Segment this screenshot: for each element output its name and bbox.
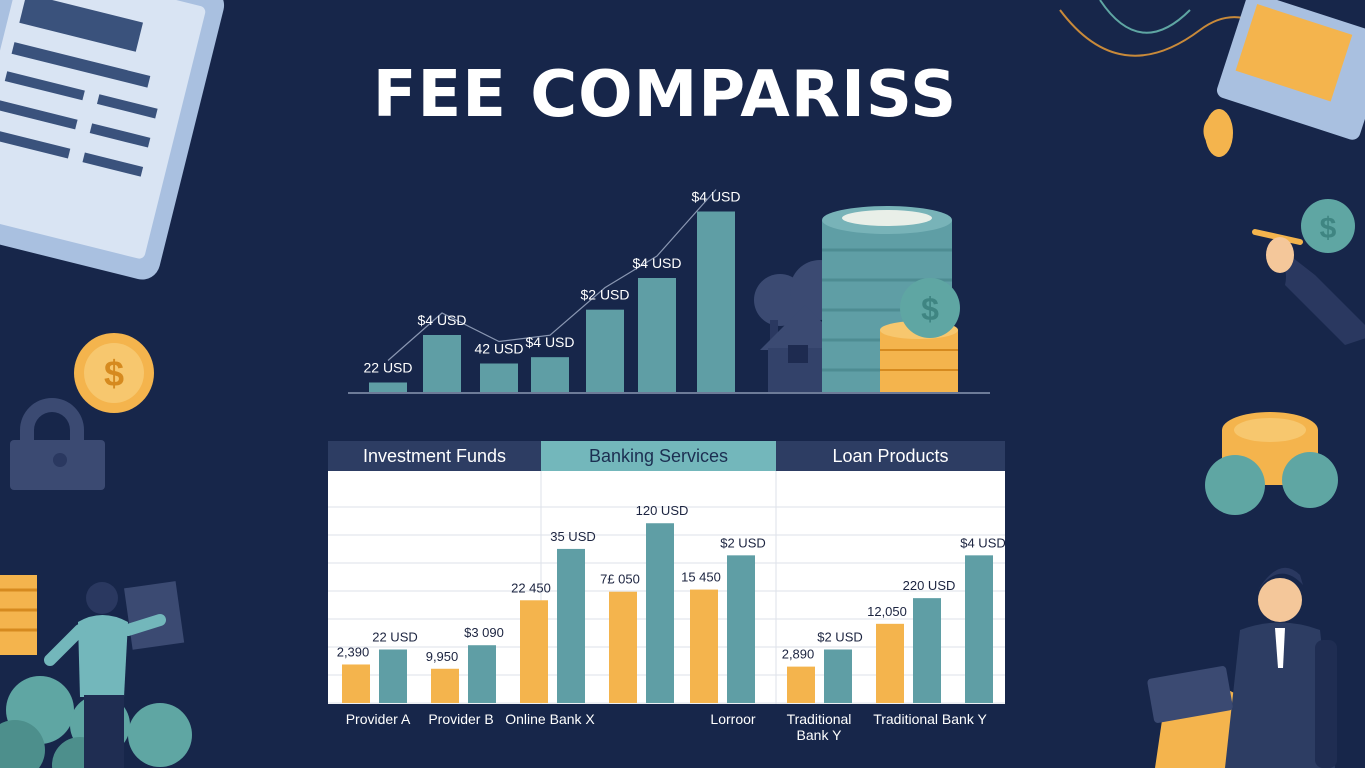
bar-data-label: 12,050: [867, 604, 907, 619]
top-bar: [531, 357, 569, 392]
category-label: Provider A: [345, 711, 411, 727]
category-label: Traditional Bank Y: [873, 711, 987, 727]
bar-yellow: [609, 591, 637, 703]
tab-investment-funds[interactable]: Investment Funds: [328, 441, 541, 471]
coin-stack-icon: $: [822, 206, 960, 392]
businessman-icon: [1147, 567, 1337, 768]
trend-line: [387, 189, 717, 361]
bar-yellow: [342, 664, 370, 703]
category-label: Traditional Bank Y: [786, 711, 852, 743]
page-title: FEE COMPARISS: [372, 58, 958, 132]
bar-teal: [913, 598, 941, 703]
bar-yellow: [876, 623, 904, 703]
tab-loan-products[interactable]: Loan Products: [776, 441, 1005, 471]
bar-data-label: 35 USD: [550, 529, 596, 544]
bar-data-label: $3 090: [464, 625, 504, 640]
top-bar-label: $4 USD: [691, 189, 740, 205]
top-bar-label: 42 USD: [474, 341, 523, 357]
bar-data-label: 120 USD: [636, 503, 689, 518]
top-bar: [480, 363, 518, 392]
dollar-coin-icon: $: [74, 333, 154, 413]
top-bar: [638, 278, 676, 392]
bar-data-label: $2 USD: [817, 630, 863, 645]
tablet-icon: [0, 0, 225, 280]
bar-data-label: 15 450: [681, 570, 721, 585]
bar-teal: [379, 649, 407, 703]
bar-data-label: 2,890: [782, 647, 815, 662]
bar-data-label: 220 USD: [903, 578, 956, 593]
bar-data-label: 9,950: [426, 649, 459, 664]
bar-yellow: [520, 600, 548, 703]
bar-data-label: 22 USD: [372, 630, 418, 645]
category-label: Online Bank X: [505, 711, 595, 727]
bar-yellow: [431, 668, 459, 703]
top-bar: [586, 309, 624, 392]
bar-data-label: $2 USD: [720, 535, 766, 550]
bar-yellow: [690, 589, 718, 703]
person-icon: [44, 581, 185, 768]
top-bar: [423, 335, 461, 392]
bar-teal: [965, 555, 993, 703]
bar-data-label: 7£ 050: [600, 572, 640, 587]
category-label: Provider B: [428, 711, 494, 727]
lock-icon: [10, 398, 105, 490]
top-bar-label: $4 USD: [632, 255, 681, 271]
bar-data-label: 22 450: [511, 580, 551, 595]
top-bar-label: 22 USD: [363, 360, 412, 376]
top-bar-label: $4 USD: [525, 334, 574, 350]
dollar-coin-icon: $: [1252, 199, 1365, 345]
coin-stack-icon: [1205, 412, 1338, 515]
svg-text:$: $: [1320, 212, 1337, 245]
bar-teal: [468, 645, 496, 703]
top-bar-label: $2 USD: [580, 287, 629, 303]
top-bar: [697, 211, 735, 392]
svg-text:$: $: [921, 291, 939, 327]
bar-data-label: $4 USD: [960, 535, 1005, 550]
bottom-fee-chart: 2,390 9,950 22 450 7£ 050 15 450 2,890 12,050 2…: [328, 471, 1005, 704]
top-bar: [369, 382, 407, 392]
bar-yellow: [787, 666, 815, 703]
bar-data-label: 2,390: [337, 644, 370, 659]
bar-teal: [824, 649, 852, 703]
notebook-icon: [1059, 0, 1365, 157]
bar-teal: [646, 523, 674, 703]
tab-banking-services[interactable]: Banking Services: [541, 441, 776, 471]
svg-text:$: $: [104, 353, 124, 394]
bar-teal: [557, 548, 585, 703]
category-label: Lorroor: [710, 711, 756, 727]
top-bar-label: $4 USD: [417, 312, 466, 328]
bar-teal: [727, 555, 755, 703]
